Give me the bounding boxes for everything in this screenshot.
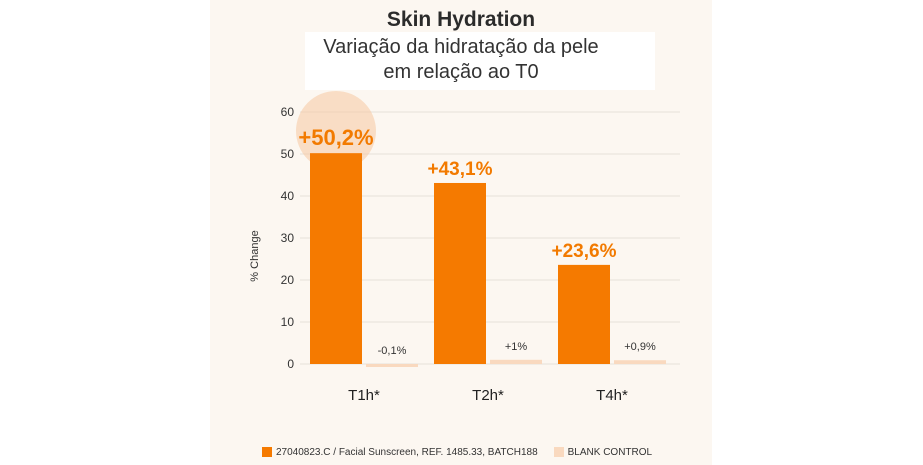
y-tick-label: 10 (281, 315, 295, 329)
y-tick-label: 50 (281, 147, 295, 161)
x-tick-label: T2h* (472, 387, 504, 404)
legend-swatch-control (553, 447, 564, 457)
x-tick-label: T1h* (348, 387, 380, 404)
subtitle-box (305, 32, 655, 90)
chart-subtitle: Variação da hidratação da pele em relaçã… (210, 35, 712, 85)
y-tick-label: 30 (281, 231, 295, 245)
subtitle-line-1: Variação da hidratação da pele (323, 36, 599, 58)
legend-swatch-product (262, 447, 272, 457)
x-tick-label: T4h* (596, 387, 628, 404)
bar-control-2 (490, 359, 542, 364)
y-tick-label: 0 (287, 357, 294, 371)
legend-label-product: 27040823.C / Facial Sunscreen, REF. 1485… (276, 446, 538, 458)
bar-product-1 (310, 153, 362, 364)
bar-product-2 (434, 182, 486, 364)
legend-item-product: 27040823.C / Facial Sunscreen, REF. 1485… (262, 447, 538, 458)
subtitle-line-2: em relação ao T0 (383, 61, 539, 83)
legend-item-control: BLANK CONTROL (553, 446, 653, 458)
legend-label-control: BLANK CONTROL (567, 446, 653, 458)
chart-title: Skin Hydration (386, 8, 536, 31)
y-axis-label: % Change (249, 230, 261, 281)
highlight-circle (296, 91, 376, 171)
data-label-product-2: +43,1% (428, 159, 493, 180)
y-tick-label: 40 (281, 189, 295, 203)
y-tick-label: 60 (281, 105, 295, 119)
data-label-control-1: -0,1% (378, 345, 407, 357)
legend: 27040823.C / Facial Sunscreen, REF. 1485… (262, 444, 702, 460)
y-tick-label: 20 (281, 273, 295, 287)
data-label-product-1: +50,2% (298, 125, 373, 150)
data-label-product-3: +23,6% (552, 241, 617, 262)
bar-product-3 (558, 264, 610, 364)
data-label-control-2: +1% (505, 341, 528, 353)
data-label-control-3: +0,9% (624, 341, 656, 353)
bar-control-1 (366, 364, 418, 367)
bar-control-3 (614, 360, 666, 364)
